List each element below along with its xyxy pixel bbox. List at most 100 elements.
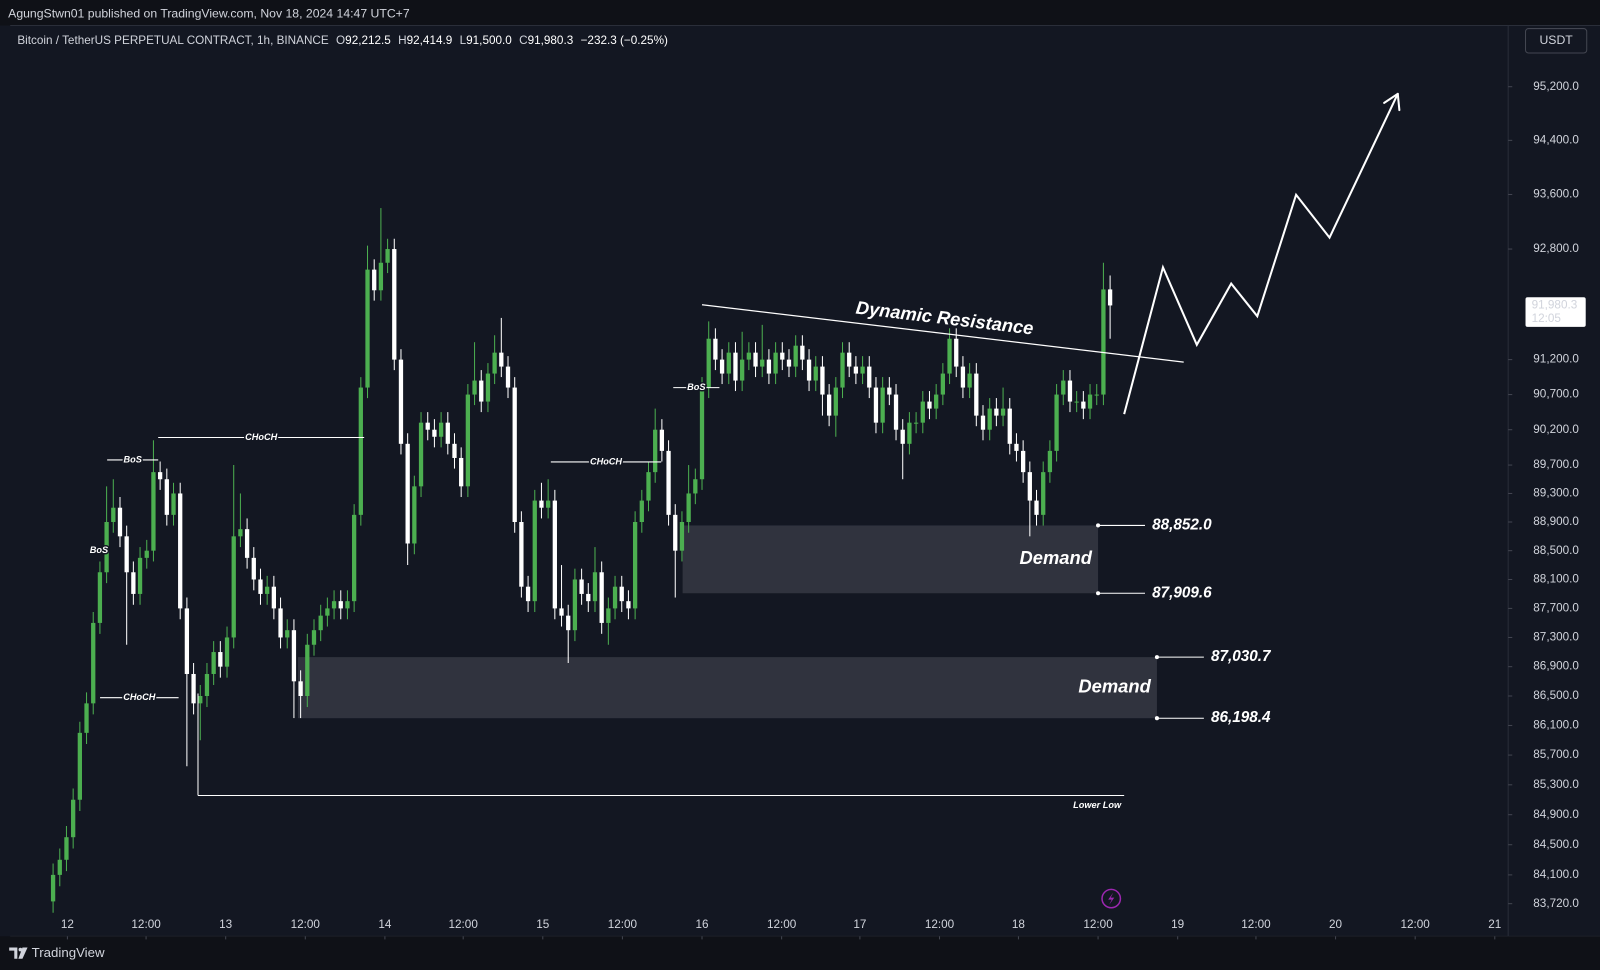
- price-countdown: 12:05: [1532, 312, 1562, 325]
- zone-price-dot: [1154, 716, 1159, 721]
- candle-body: [579, 579, 584, 594]
- x-tick-label: 12:00: [449, 918, 479, 931]
- candle-body: [224, 637, 230, 667]
- candle-body: [626, 601, 631, 609]
- brand[interactable]: TradingView: [32, 945, 105, 960]
- y-tick-label: 83,720.0: [1533, 897, 1579, 910]
- icon-bolt[interactable]: [1108, 892, 1115, 905]
- candle-body: [412, 486, 417, 544]
- logo-mark[interactable]: [9, 947, 18, 959]
- candle-body: [612, 586, 618, 609]
- candle-body: [191, 673, 196, 704]
- candle-body: [378, 262, 384, 291]
- y-tick-label: 95,200.0: [1533, 80, 1579, 93]
- candle-body: [699, 387, 705, 480]
- forecast-path: [1123, 93, 1399, 415]
- candle-body: [438, 422, 444, 437]
- x-tick-label: 19: [1171, 918, 1184, 931]
- y-tick-label: 87,300.0: [1533, 631, 1579, 644]
- candle-body: [358, 387, 363, 515]
- candle-body: [372, 269, 377, 291]
- candle-body: [679, 522, 685, 551]
- structure-label: CHoCH: [123, 692, 155, 702]
- x-tick-label: 12:00: [1083, 918, 1113, 931]
- candle-body: [806, 359, 812, 381]
- candle-body: [385, 249, 390, 263]
- ohlc-value: 92,414.9: [407, 34, 453, 47]
- candle-body: [64, 837, 69, 860]
- candle-body: [398, 359, 404, 444]
- candle-body: [1020, 450, 1026, 473]
- candle-body: [967, 373, 972, 388]
- candle-body: [251, 557, 256, 580]
- structure-label: CHoCH: [245, 432, 277, 442]
- ohlc-key: C: [519, 34, 528, 47]
- candle-body: [833, 387, 838, 416]
- candle-body: [907, 422, 912, 444]
- logo-mark[interactable]: [18, 947, 23, 952]
- candle-body: [418, 422, 424, 487]
- candle-body: [673, 514, 678, 551]
- y-tick-label: 88,900.0: [1533, 515, 1579, 528]
- candle-body: [432, 429, 437, 437]
- candle-body: [77, 732, 82, 800]
- candle-body: [826, 394, 832, 416]
- candle-body: [405, 443, 410, 544]
- y-tick-label: 88,100.0: [1533, 573, 1579, 586]
- y-tick-label: 92,800.0: [1533, 242, 1579, 255]
- icon-circle[interactable]: [1101, 888, 1122, 909]
- candle-body: [144, 550, 149, 558]
- ohlc-key: L: [460, 34, 467, 47]
- candle-body: [211, 652, 216, 674]
- candle-body: [1000, 408, 1006, 416]
- y-tick-label: 89,300.0: [1533, 487, 1579, 500]
- candle-body: [893, 394, 899, 430]
- candle-body: [1094, 394, 1099, 396]
- candle-body: [980, 415, 986, 430]
- publish-info: AgungStwn01 published on TradingView.com…: [8, 7, 410, 21]
- candle-body: [934, 394, 939, 409]
- candle-body: [592, 572, 598, 602]
- currency-box[interactable]: [1525, 28, 1588, 54]
- x-tick-label: 12: [61, 918, 74, 931]
- x-tick-label: 12:00: [767, 918, 797, 931]
- candle-body: [1074, 401, 1079, 403]
- logo-mark[interactable]: [18, 947, 28, 959]
- candle-body: [646, 472, 651, 501]
- candle-body: [994, 408, 999, 416]
- demand-zone: [682, 525, 1099, 594]
- zone-price-label: 88,852.0: [1152, 516, 1212, 533]
- candle-body: [1047, 450, 1053, 473]
- candle-body: [472, 380, 477, 395]
- candle-body: [71, 799, 76, 838]
- candle-body: [1034, 500, 1039, 515]
- candle-body: [619, 586, 624, 602]
- candle-body: [760, 359, 765, 367]
- x-tick-label: 13: [219, 918, 232, 931]
- candle-body: [318, 615, 323, 631]
- candle-body: [117, 507, 123, 537]
- candle-body: [974, 373, 979, 416]
- candle-body: [532, 500, 537, 602]
- structure-label: CHoCH: [590, 456, 622, 466]
- y-tick-label: 85,300.0: [1533, 778, 1579, 791]
- zone-label: Demand: [1078, 676, 1151, 697]
- x-tick-label: 12:00: [1401, 918, 1431, 931]
- zone-label: Demand: [1019, 547, 1092, 568]
- bottom-bar: [0, 936, 1600, 970]
- lightning-icon[interactable]: [1101, 888, 1122, 909]
- currency[interactable]: USDT: [1539, 33, 1573, 47]
- candle-body: [452, 443, 457, 458]
- candle-body: [753, 352, 758, 367]
- candle-body: [505, 366, 511, 388]
- candle-body: [305, 644, 310, 696]
- candle-body: [860, 366, 865, 374]
- brand-logo[interactable]: [9, 947, 28, 959]
- candle-body: [91, 622, 96, 704]
- x-tick-label: 14: [378, 918, 392, 931]
- structure-label: BoS: [123, 454, 142, 464]
- candle-body: [465, 394, 471, 487]
- candle-body: [331, 601, 337, 609]
- y-tick-label: 84,900.0: [1533, 808, 1579, 821]
- structure-label: BoS: [687, 382, 706, 392]
